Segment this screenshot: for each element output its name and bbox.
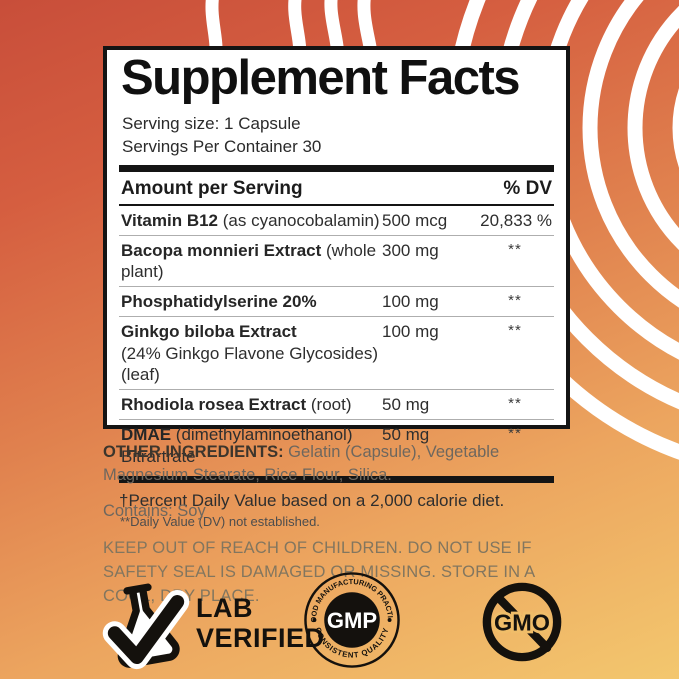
divider-thick bbox=[119, 164, 554, 172]
lab-flask-check-icon bbox=[102, 583, 190, 670]
gmp-badge: GOOD MANUFACTURING PRACTICE CONSISTENT Q… bbox=[300, 564, 401, 674]
wave-arc bbox=[582, 0, 679, 308]
panel-title: Supplement Facts bbox=[121, 51, 521, 105]
lab-verified-text: LAB VERIFIED bbox=[196, 593, 325, 653]
supplement-facts-panel: Supplement Facts Serving size: 1 Capsule… bbox=[103, 46, 570, 529]
footnote-daily-value: †Percent Daily Value based on a 2,000 ca… bbox=[119, 491, 505, 511]
serving-info: Serving size: 1 Capsule Servings Per Con… bbox=[122, 113, 566, 159]
servings-per-container: Servings Per Container 30 bbox=[122, 136, 322, 156]
non-gmo-badge: GMO bbox=[476, 576, 568, 673]
amount-value: 50 mg bbox=[382, 395, 430, 415]
footnote-dv-not-established: **Daily Value (DV) not established. bbox=[120, 514, 320, 530]
gmp-center-text: GMP bbox=[327, 608, 377, 633]
nutrient-rows: Vitamin B12 (as cyanocobalamin) 500 mcg … bbox=[119, 206, 554, 471]
amount-value: 50 mg bbox=[382, 424, 430, 444]
dv-value: ** bbox=[508, 292, 522, 310]
other-ingredients-label: OTHER INGREDIENTS: bbox=[103, 443, 284, 461]
amount-value: 100 mg bbox=[382, 292, 439, 312]
header-dv: % DV bbox=[503, 177, 552, 199]
dv-value: ** bbox=[508, 424, 522, 442]
wave-arc bbox=[627, 5, 679, 251]
table-row: Bacopa monnieri Extract (whole plant) 30… bbox=[119, 236, 554, 288]
table-row: Ginkgo biloba Extract (24% Ginkgo Flavone… bbox=[119, 317, 554, 391]
dv-value: ** bbox=[508, 240, 522, 258]
amount-value: 100 mg bbox=[382, 321, 439, 341]
table-row: DMAE (dimethylaminoethanol) Bitrartrate … bbox=[119, 420, 554, 471]
amount-value: 300 mg bbox=[382, 240, 439, 260]
gmp-seal-icon: GOOD MANUFACTURING PRACTICE CONSISTENT Q… bbox=[300, 564, 400, 668]
table-row: Rhodiola rosea Extract (root) 50 mg ** bbox=[119, 390, 554, 420]
other-ingredients-text: Gelatin (Capsule), Vegetable Magnesium S… bbox=[103, 443, 500, 485]
dv-value: ** bbox=[508, 395, 522, 413]
divider-thick bbox=[119, 476, 554, 484]
table-row: Vitamin B12 (as cyanocobalamin) 500 mcg … bbox=[119, 206, 554, 236]
amount-value: 500 mcg bbox=[382, 210, 448, 230]
lab-verified-badge: LAB VERIFIED bbox=[100, 576, 325, 672]
label-lower-text: OTHER INGREDIENTS: Gelatin (Capsule), Ve… bbox=[103, 441, 585, 609]
table-row: Phosphatidylserine 20% 100 mg ** bbox=[119, 287, 554, 317]
header-amount: Amount per Serving bbox=[121, 177, 303, 199]
other-ingredients: OTHER INGREDIENTS: Gelatin (Capsule), Ve… bbox=[103, 441, 585, 488]
no-gmo-icon: GMO bbox=[482, 582, 562, 662]
dv-value: 20,833 % bbox=[480, 210, 552, 230]
serving-size: Serving size: 1 Capsule bbox=[122, 113, 301, 133]
gmo-text: GMO bbox=[494, 609, 550, 635]
table-header: Amount per Serving % DV bbox=[119, 172, 554, 206]
contains-statement: Contains: Soy bbox=[103, 501, 206, 520]
dv-value: ** bbox=[508, 321, 522, 339]
